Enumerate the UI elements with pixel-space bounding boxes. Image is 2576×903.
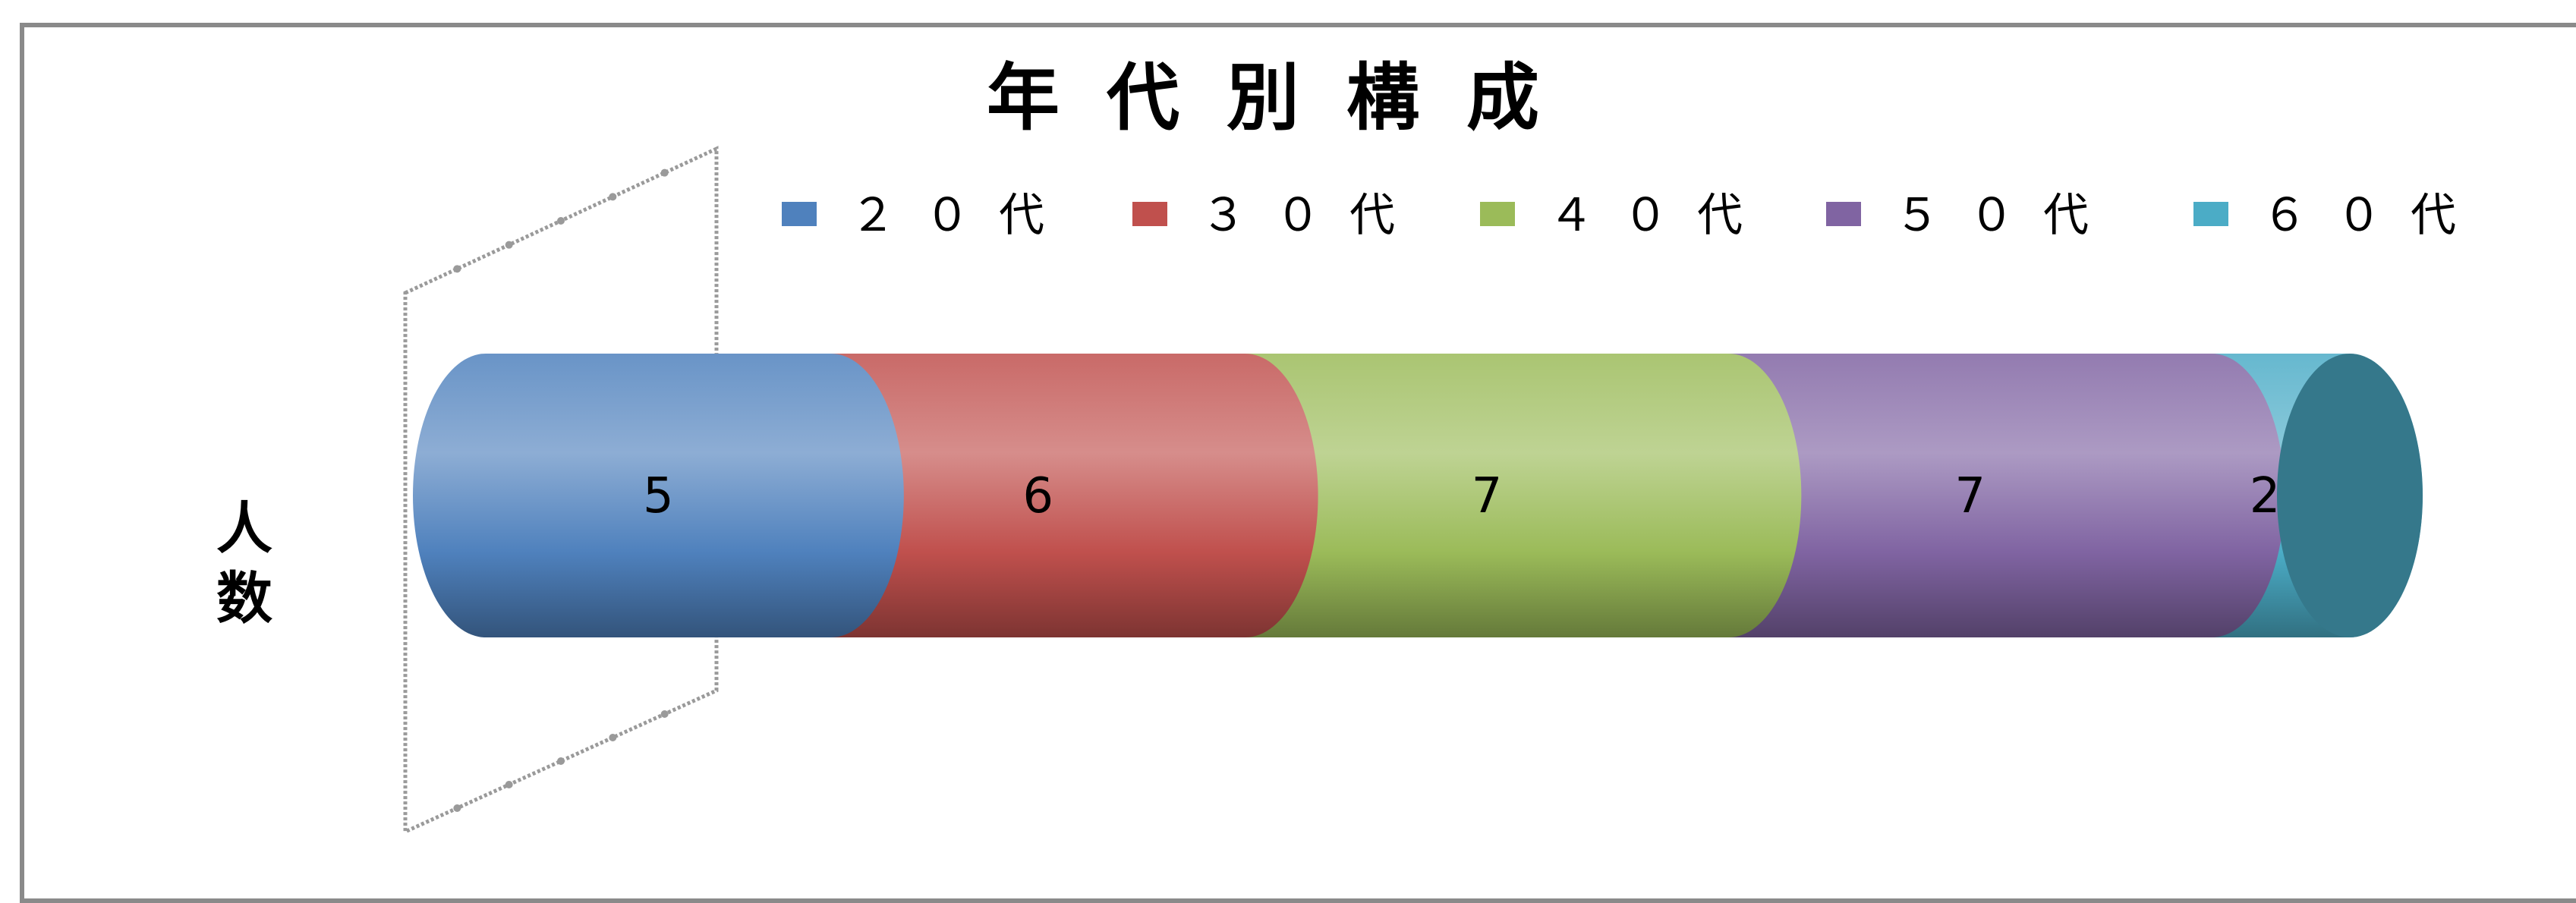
cylinder-segment	[1655, 354, 2285, 637]
legend-label: ４０代	[1548, 189, 1771, 242]
back-wall-tick	[557, 217, 565, 225]
cylinder-segment	[413, 354, 904, 637]
back-wall-tick	[505, 241, 513, 249]
cylinder-segment	[1172, 354, 1802, 637]
legend-item: ３０代	[1132, 189, 1424, 242]
cylinder-end-cap	[2277, 354, 2423, 637]
data-label: 7	[1954, 468, 1986, 524]
legend-label: ５０代	[1894, 189, 2118, 242]
cylinder-segment	[757, 354, 1318, 637]
legend-item: ４０代	[1480, 189, 1771, 242]
legend-swatch	[1480, 202, 1515, 226]
legend-label: ２０代	[850, 189, 1073, 242]
legend-swatch	[1132, 202, 1167, 226]
legend-swatch	[1826, 202, 1861, 226]
cylinder-bar	[413, 354, 2423, 637]
legend-swatch	[782, 202, 817, 226]
data-label: 6	[1022, 468, 1053, 524]
legend-item: ５０代	[1826, 189, 2118, 242]
chart-title: 年代別構成	[987, 55, 1586, 140]
legend-item: ６０代	[2193, 189, 2485, 242]
y-axis-label: 人数	[216, 496, 272, 631]
data-label: 5	[643, 468, 674, 524]
legend-label: ６０代	[2262, 189, 2485, 242]
data-labels: 5 6 7 7 2	[643, 468, 2280, 524]
back-wall-tick	[660, 168, 669, 177]
legend-item: ２０代	[782, 189, 1073, 242]
y-axis-label-char: 人	[216, 496, 272, 562]
back-wall-tick	[453, 804, 461, 812]
back-wall-tick	[609, 193, 617, 201]
y-axis-label-char: 数	[216, 566, 272, 631]
legend: ２０代 ３０代 ４０代 ５０代 ６０代	[782, 189, 2485, 242]
legend-swatch	[2193, 202, 2228, 226]
back-wall-tick	[557, 757, 565, 765]
chart-svg: 年代別構成 ２０代 ３０代 ４０代 ５０代 ６０代 人数 5 6 7 7 2	[216, 55, 2485, 835]
data-label: 7	[1472, 468, 1503, 524]
back-wall-tick	[453, 265, 461, 273]
back-wall-tick	[660, 710, 669, 718]
back-wall-tick	[609, 734, 617, 741]
data-label: 2	[2250, 468, 2281, 524]
back-wall	[403, 146, 719, 835]
legend-label: ３０代	[1201, 189, 1424, 242]
back-wall-tick	[505, 781, 513, 788]
